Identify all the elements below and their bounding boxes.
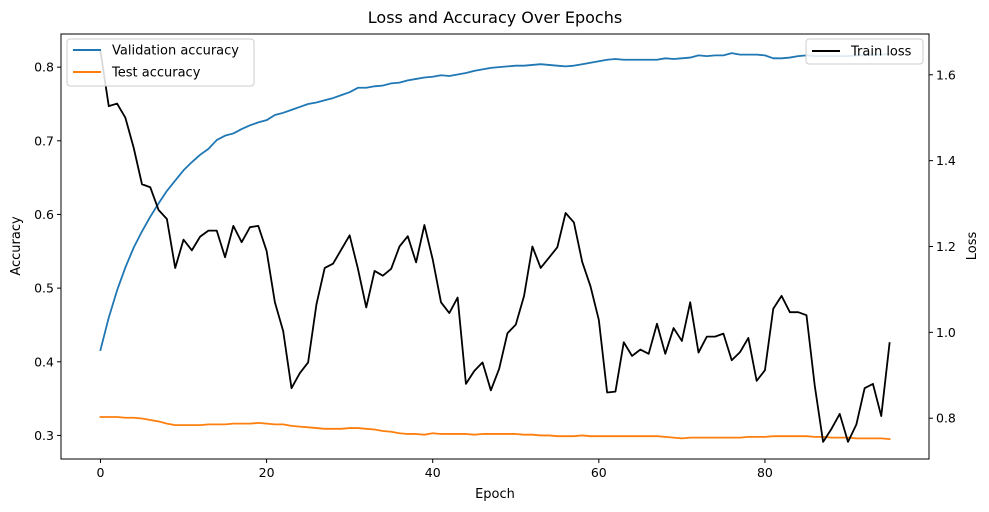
y-right-tick-label: 1.4 (936, 153, 956, 168)
series-line-validation-accuracy (99, 52, 891, 352)
y-axis-right: 0.8 1.0 1.2 1.4 1.6 (929, 67, 956, 426)
chart-title: Loss and Accuracy Over Epochs (368, 8, 622, 27)
y-left-tick-label: 0.6 (34, 207, 54, 222)
x-axis: 0 20 40 60 80 (96, 459, 773, 480)
series-line-test-accuracy (99, 416, 891, 441)
legend-left: Validation accuracy Test accuracy (66, 38, 255, 87)
legend-right: Train loss (805, 38, 924, 65)
y-right-tick-label: 1.0 (936, 325, 956, 340)
y-left-tick-label: 0.5 (34, 281, 54, 296)
legend-label-train-loss: Train loss (850, 45, 912, 60)
y-left-tick-label: 0.8 (34, 60, 54, 75)
legend-label-test-accuracy: Test accuracy (111, 66, 201, 81)
x-tick-label: 60 (591, 465, 607, 480)
series-line-train-loss (99, 50, 891, 443)
y-axis-left-label: Accuracy (9, 216, 24, 276)
y-left-tick-label: 0.4 (34, 354, 54, 369)
legend-right-box (805, 38, 924, 65)
x-tick-label: 40 (425, 465, 441, 480)
x-tick-label: 20 (259, 465, 275, 480)
y-left-tick-label: 0.3 (34, 428, 54, 443)
y-right-tick-label: 1.6 (936, 67, 956, 82)
x-axis-label: Epoch (475, 487, 515, 502)
y-right-tick-label: 0.8 (936, 411, 956, 426)
series-layer (99, 50, 891, 443)
x-tick-label: 80 (757, 465, 773, 480)
legend-left-box (66, 38, 255, 87)
y-right-tick-label: 1.2 (936, 239, 956, 254)
y-axis-right-label: Loss (965, 232, 980, 261)
y-left-tick-label: 0.7 (34, 133, 54, 148)
y-axis-left: 0.3 0.4 0.5 0.6 0.7 0.8 (34, 60, 61, 443)
x-tick-label: 0 (96, 465, 104, 480)
legend-label-validation-accuracy: Validation accuracy (112, 44, 239, 59)
